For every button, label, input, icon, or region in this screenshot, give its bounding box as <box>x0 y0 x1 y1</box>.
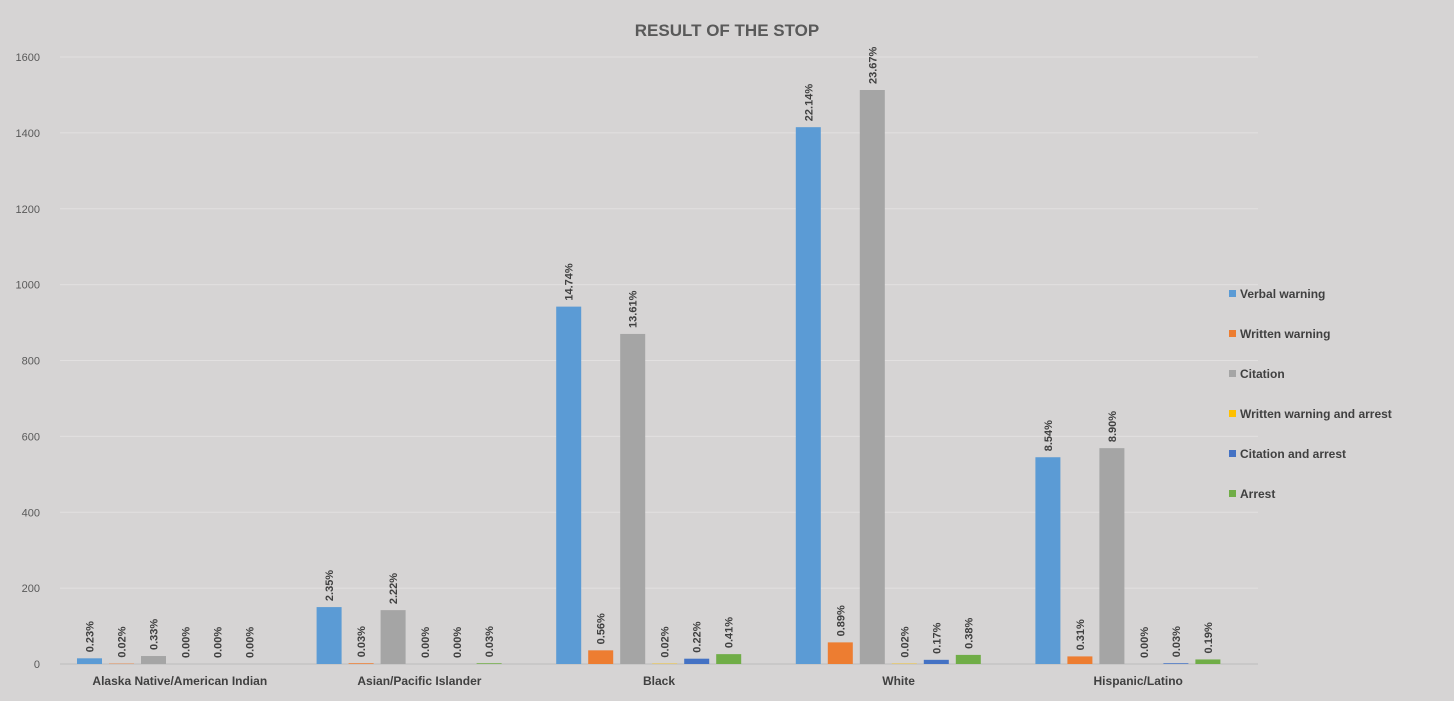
bar <box>141 656 166 664</box>
legend-swatch <box>1229 450 1236 457</box>
bar <box>956 655 981 664</box>
bars <box>77 90 1220 664</box>
data-label: 14.74% <box>564 263 576 301</box>
y-tick-label: 400 <box>22 507 40 519</box>
data-label: 0.00% <box>213 627 225 658</box>
y-tick-label: 1000 <box>16 280 40 292</box>
data-label: 0.00% <box>452 627 464 658</box>
data-label: 0.03% <box>356 626 368 657</box>
y-tick-label: 0 <box>34 659 40 671</box>
data-label: 23.67% <box>867 46 879 84</box>
x-tick-label: Black <box>643 674 675 688</box>
bar <box>828 642 853 664</box>
x-axis: Alaska Native/American Indian Asian/Pacif… <box>92 674 1182 688</box>
legend-label: Arrest <box>1240 487 1275 501</box>
y-tick-label: 1200 <box>16 204 40 216</box>
legend-swatch <box>1229 410 1236 417</box>
bar <box>1195 659 1220 664</box>
bar <box>620 334 645 664</box>
data-label: 0.00% <box>420 627 432 658</box>
bar <box>1099 448 1124 664</box>
data-label: 0.89% <box>835 605 847 636</box>
legend-label: Citation <box>1240 367 1285 381</box>
legend-label: Written warning and arrest <box>1240 407 1392 421</box>
y-tick-label: 1400 <box>16 128 40 140</box>
bar <box>684 659 709 664</box>
bar <box>349 663 374 664</box>
data-label: 0.02% <box>660 626 672 657</box>
x-tick-label: Asian/Pacific Islander <box>357 674 481 688</box>
data-label: 0.38% <box>963 617 975 648</box>
bar <box>1067 656 1092 664</box>
data-label: 0.31% <box>1075 619 1087 650</box>
data-label: 13.61% <box>628 290 640 328</box>
legend-swatch <box>1229 490 1236 497</box>
legend-label: Verbal warning <box>1240 287 1325 301</box>
gridlines <box>60 57 1258 664</box>
data-label: 2.35% <box>324 570 336 601</box>
data-label: 0.02% <box>117 626 129 657</box>
data-label: 0.33% <box>149 619 161 650</box>
data-label: 0.22% <box>692 621 704 652</box>
data-label: 0.19% <box>1203 622 1215 653</box>
bar <box>317 607 342 664</box>
data-label: 0.00% <box>245 627 257 658</box>
data-label: 0.03% <box>1171 626 1183 657</box>
legend-swatch <box>1229 330 1236 337</box>
legend-swatch <box>1229 370 1236 377</box>
bar <box>796 127 821 664</box>
data-label: 22.14% <box>803 84 815 122</box>
data-label: 8.90% <box>1107 411 1119 442</box>
bar <box>381 610 406 664</box>
bar <box>860 90 885 664</box>
bar <box>588 650 613 664</box>
x-tick-label: Alaska Native/American Indian <box>92 674 267 688</box>
data-label: 0.17% <box>931 622 943 653</box>
x-tick-label: White <box>882 674 915 688</box>
bar <box>1163 663 1188 664</box>
bar <box>1035 457 1060 664</box>
data-label: 0.03% <box>484 626 496 657</box>
data-label: 0.00% <box>1139 627 1151 658</box>
legend-label: Citation and arrest <box>1240 447 1346 461</box>
legend-swatch <box>1229 290 1236 297</box>
chart-title: RESULT OF THE STOP <box>635 21 820 40</box>
x-tick-label: Hispanic/Latino <box>1094 674 1183 688</box>
legend-label: Written warning <box>1240 327 1330 341</box>
data-label: 8.54% <box>1043 420 1055 451</box>
data-label: 0.41% <box>724 617 736 648</box>
data-label: 0.02% <box>899 626 911 657</box>
y-tick-label: 200 <box>22 583 40 595</box>
bar <box>556 307 581 664</box>
legend: Verbal warning Written warning Citation Wri… <box>1229 287 1392 501</box>
y-axis: 0 200 400 600 800 1000 1200 1400 1600 <box>16 52 40 671</box>
bar <box>477 663 502 664</box>
data-label: 0.00% <box>181 627 193 658</box>
data-label: 2.22% <box>388 573 400 604</box>
y-tick-label: 1600 <box>16 52 40 64</box>
bar <box>77 658 102 664</box>
data-label: 0.23% <box>85 621 97 652</box>
bar <box>716 654 741 664</box>
y-tick-label: 800 <box>22 356 40 368</box>
bar <box>924 660 949 664</box>
data-label: 0.56% <box>596 613 608 644</box>
y-tick-label: 600 <box>22 431 40 443</box>
